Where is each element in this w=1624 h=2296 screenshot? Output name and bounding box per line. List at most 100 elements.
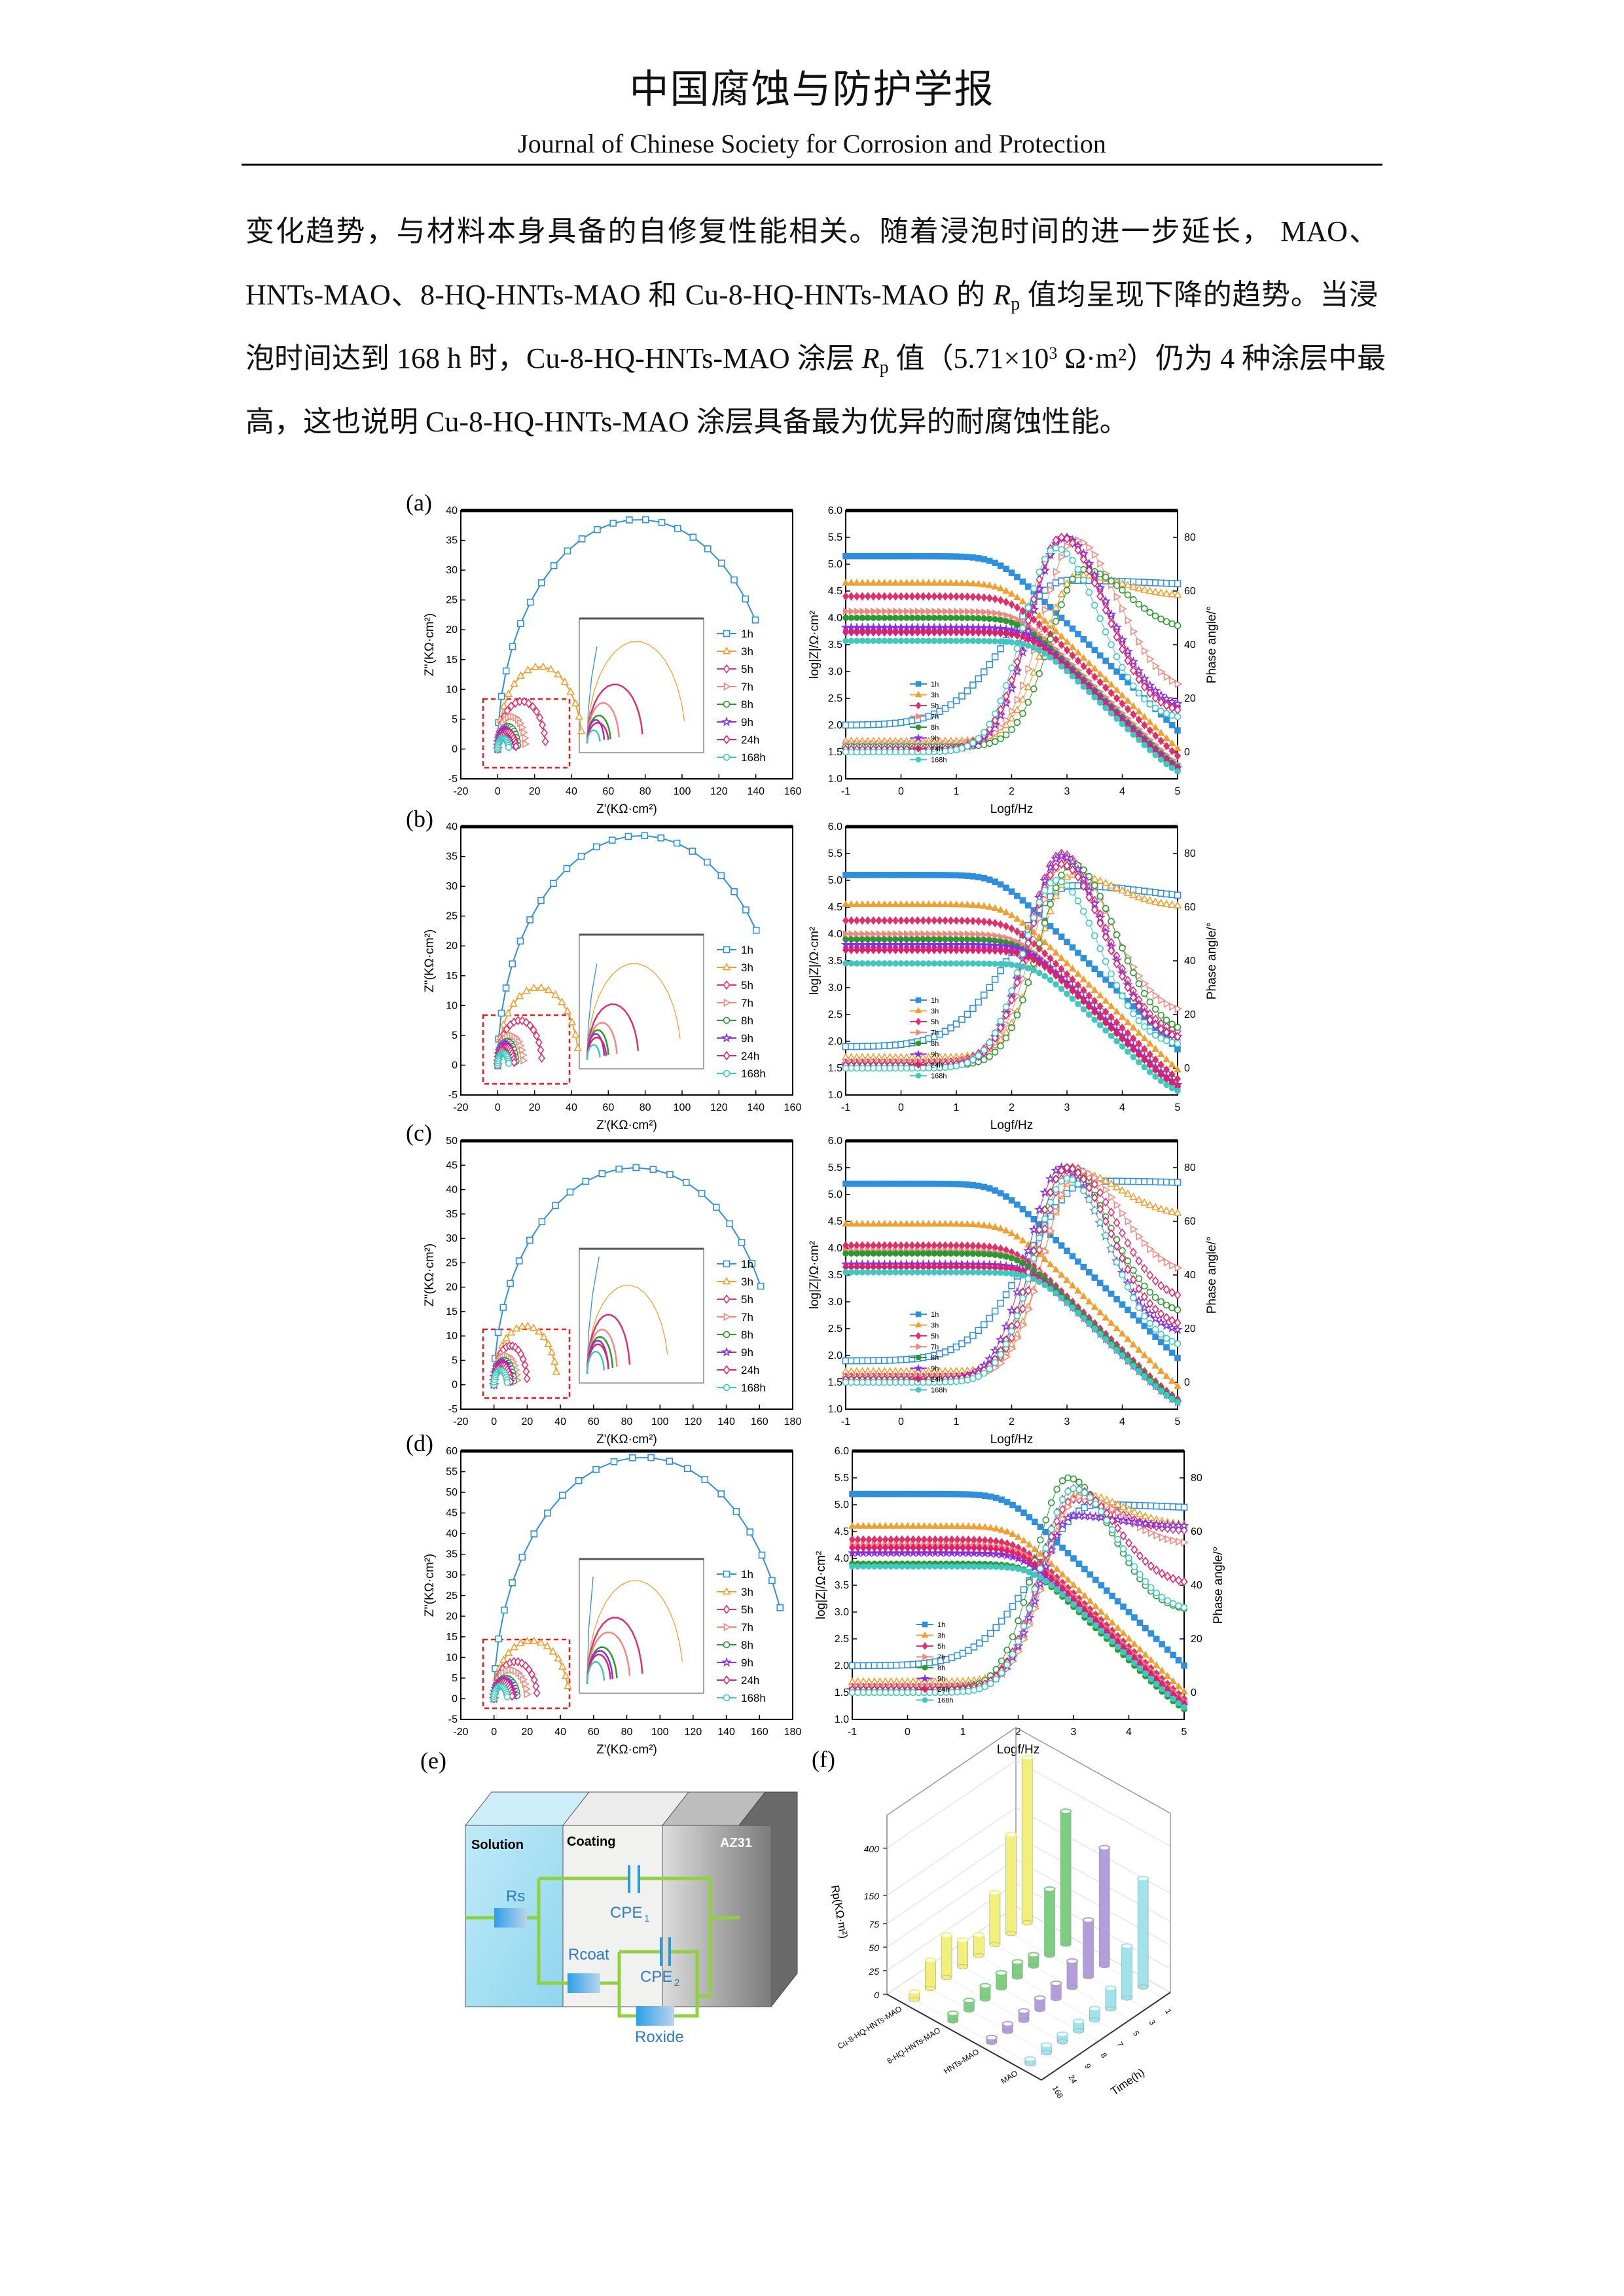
phase-point (1052, 884, 1060, 891)
phase-point (1170, 1536, 1178, 1545)
phase-point (1024, 1285, 1032, 1296)
logz-point (997, 946, 1004, 956)
phase-point (1174, 622, 1182, 630)
phase-point (1174, 580, 1182, 588)
phase-point (1047, 1227, 1055, 1235)
phase-point (1153, 1531, 1161, 1540)
phase-point (964, 742, 971, 750)
logz-point (947, 1181, 954, 1187)
legend-label: 9h (931, 1365, 939, 1373)
phase-point (1091, 1174, 1100, 1182)
phase-point (1169, 1002, 1177, 1011)
legend-marker (914, 1321, 922, 1328)
logz-point (997, 881, 1004, 888)
legend-label: 9h (741, 1032, 753, 1045)
legend-label: 1h (741, 1568, 753, 1581)
data-point (518, 1321, 526, 1330)
logz-point (947, 628, 954, 637)
phase-point (1151, 1031, 1159, 1039)
logz-point (925, 628, 932, 637)
logz-point (848, 930, 856, 938)
phase-point (1106, 609, 1117, 619)
y-tick-label: 2.0 (828, 720, 842, 731)
logz-point (1158, 1666, 1166, 1674)
logz-point (1102, 1336, 1109, 1343)
logz-point (1097, 1607, 1106, 1615)
phase-point (1039, 565, 1051, 575)
data-point (689, 533, 697, 541)
logz-point (991, 583, 999, 590)
phase-point (1118, 1186, 1127, 1194)
logz-point (992, 637, 998, 645)
y-tick-label: 6.0 (835, 1446, 849, 1457)
data-point (520, 1056, 528, 1065)
logz-point (897, 615, 905, 621)
logz-point (958, 900, 966, 908)
data-point (509, 999, 518, 1007)
data-point (673, 839, 681, 847)
logz-point (1118, 1329, 1127, 1337)
phase-point (1003, 1353, 1011, 1361)
series-168h (494, 1049, 513, 1069)
logz-point (1103, 1587, 1110, 1594)
logz-point (1113, 1324, 1121, 1331)
logz-point (920, 1269, 927, 1276)
logz-point (959, 607, 966, 616)
logz-point (870, 592, 877, 601)
logz-point (1129, 1023, 1138, 1031)
logz-point (1125, 1634, 1133, 1641)
logz-point (1163, 1344, 1170, 1351)
phase-point (1135, 1304, 1143, 1312)
logz-point (1113, 715, 1120, 722)
phase-point (1118, 579, 1127, 587)
logz-point (1003, 884, 1009, 891)
phase-point (1129, 582, 1138, 590)
logz-point (1046, 943, 1055, 950)
phase-point (1008, 664, 1015, 672)
logz-point (1046, 1260, 1055, 1268)
phase-point (1102, 1185, 1111, 1194)
data-point (522, 1367, 530, 1376)
phase-point (1157, 899, 1165, 906)
logz-point (1091, 694, 1098, 701)
logz-point (886, 900, 894, 907)
phase-point (1039, 875, 1051, 886)
y-tick-label: 55 (446, 1467, 458, 1478)
phase-point (1101, 1176, 1110, 1184)
logz-point (969, 1269, 977, 1276)
logz-point (1135, 707, 1143, 715)
phase-point (1002, 731, 1010, 739)
logz-point (1163, 1672, 1172, 1679)
logz-point (1091, 1302, 1099, 1310)
journal-title-cn: 中国腐蚀与防护学报 (629, 67, 995, 113)
logz-point (1108, 1618, 1116, 1626)
logz-point (914, 900, 922, 907)
logz-point (1079, 1292, 1088, 1299)
phase-point (1168, 1287, 1176, 1298)
logz-point (1003, 565, 1009, 573)
logz-point (947, 637, 954, 644)
logz-point (1140, 1351, 1149, 1358)
logz-point (1107, 1002, 1115, 1009)
logz-point (1014, 573, 1020, 581)
logz-point (953, 1269, 960, 1276)
logz-point (931, 960, 937, 967)
x-tick-label: 4 (1119, 786, 1125, 797)
logz-point (992, 960, 998, 967)
phase-point (1019, 950, 1026, 958)
x-tick-label: 2 (1009, 786, 1015, 797)
phase-point (1042, 1516, 1050, 1524)
inset-series-5h (586, 1003, 640, 1060)
logz-point (875, 1180, 882, 1187)
logz-point (952, 628, 960, 637)
phase-point (1146, 688, 1154, 698)
logz-point (914, 1219, 922, 1227)
logz-point (1159, 1641, 1166, 1647)
logz-point (996, 1224, 1005, 1232)
logz-point (886, 592, 893, 601)
data-point (510, 1642, 518, 1651)
phase-point (1036, 939, 1043, 947)
logz-point (920, 592, 927, 601)
legend-marker (723, 1694, 731, 1702)
logz-point (1057, 954, 1066, 961)
